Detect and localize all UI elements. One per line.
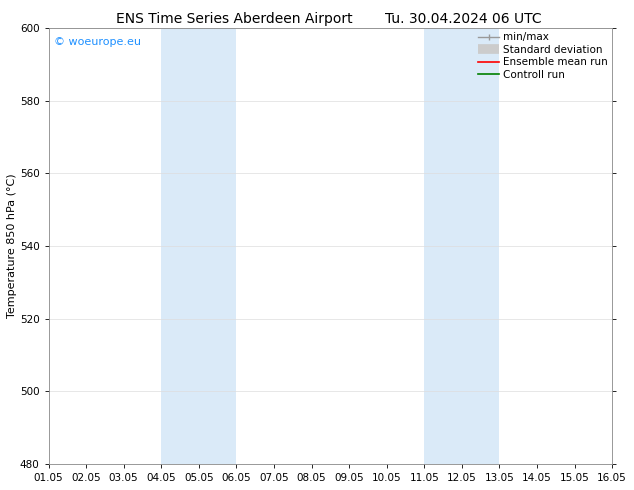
Text: © woeurope.eu: © woeurope.eu: [54, 37, 141, 47]
Bar: [424, 28, 500, 464]
Y-axis label: Temperature 850 hPa (°C): Temperature 850 hPa (°C): [7, 174, 17, 318]
Bar: [161, 28, 236, 464]
Text: Tu. 30.04.2024 06 UTC: Tu. 30.04.2024 06 UTC: [384, 12, 541, 26]
Text: ENS Time Series Aberdeen Airport: ENS Time Series Aberdeen Airport: [116, 12, 353, 26]
Legend: min/max, Standard deviation, Ensemble mean run, Controll run: min/max, Standard deviation, Ensemble me…: [476, 30, 610, 82]
